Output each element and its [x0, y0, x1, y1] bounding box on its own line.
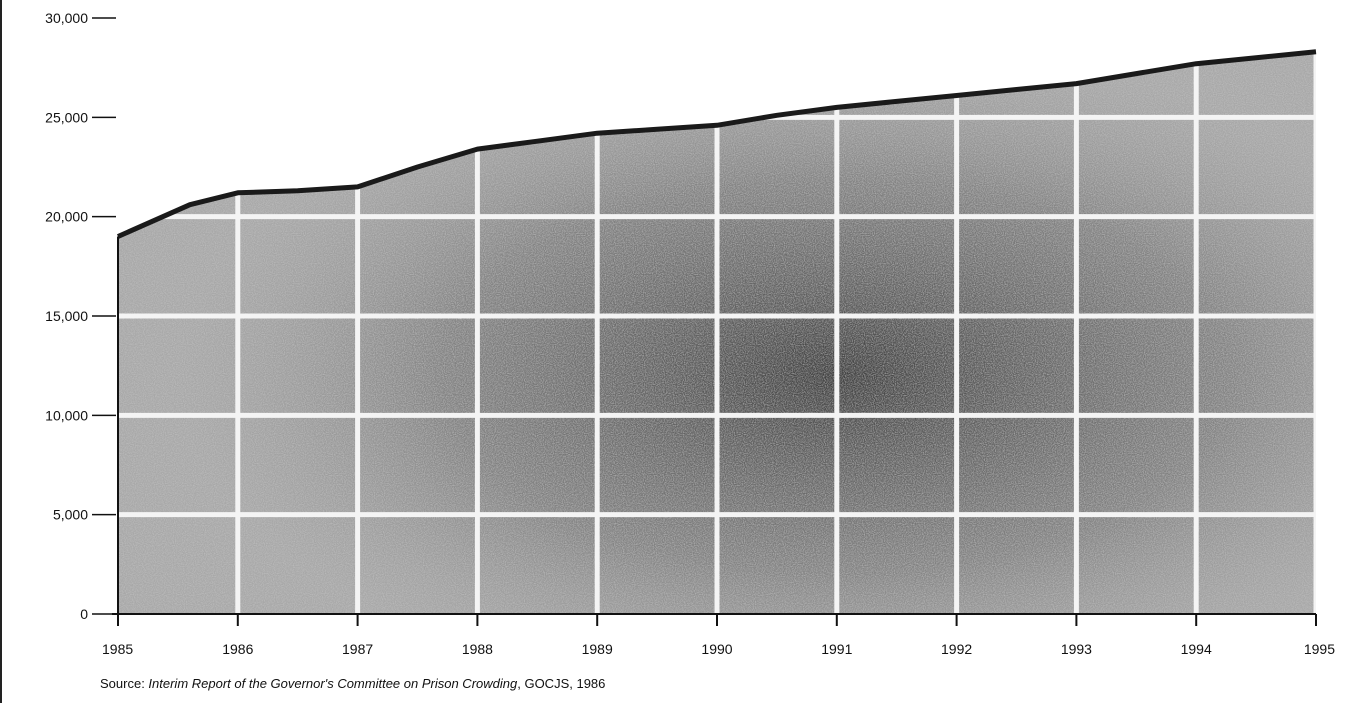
x-tick-label: 1985 — [102, 641, 133, 657]
source-suffix: , GOCJS, 1986 — [517, 676, 606, 691]
x-tick-label: 1995 — [1304, 641, 1335, 657]
y-tick-label: 20,000 — [45, 209, 88, 225]
x-axis-ticks: 1985 1986 1987 1988 1989 1990 1991 1992 1993 1994… — [102, 614, 1335, 657]
x-tick-label: 1993 — [1061, 641, 1092, 657]
source-note: Source: Interim Report of the Governor's… — [100, 676, 605, 691]
x-tick-label: 1986 — [222, 641, 253, 657]
source-report-title: Interim Report of the Governor's Committ… — [148, 676, 518, 691]
y-tick-label: 15,000 — [45, 308, 88, 324]
x-tick-label: 1992 — [941, 641, 972, 657]
y-axis-ticks: 0 5,000 10,000 15,000 20,000 25,000 30,000 — [45, 10, 116, 622]
x-tick-label: 1994 — [1181, 641, 1212, 657]
x-tick-label: 1990 — [701, 641, 732, 657]
y-tick-label: 10,000 — [45, 407, 88, 423]
x-tick-label: 1991 — [821, 641, 852, 657]
y-tick-label: 30,000 — [45, 10, 88, 26]
source-prefix: Source: — [100, 676, 149, 691]
axes — [112, 236, 1316, 615]
series-top-line-group — [116, 49, 1317, 239]
x-tick-label: 1988 — [462, 641, 493, 657]
y-tick-label: 0 — [80, 606, 88, 622]
y-tick-label: 5,000 — [53, 507, 88, 523]
series-top-line — [116, 49, 1317, 239]
x-tick-label: 1989 — [582, 641, 613, 657]
left-frame-border — [0, 0, 2, 703]
x-tick-label: 1987 — [342, 641, 373, 657]
y-tick-label: 25,000 — [45, 109, 88, 125]
